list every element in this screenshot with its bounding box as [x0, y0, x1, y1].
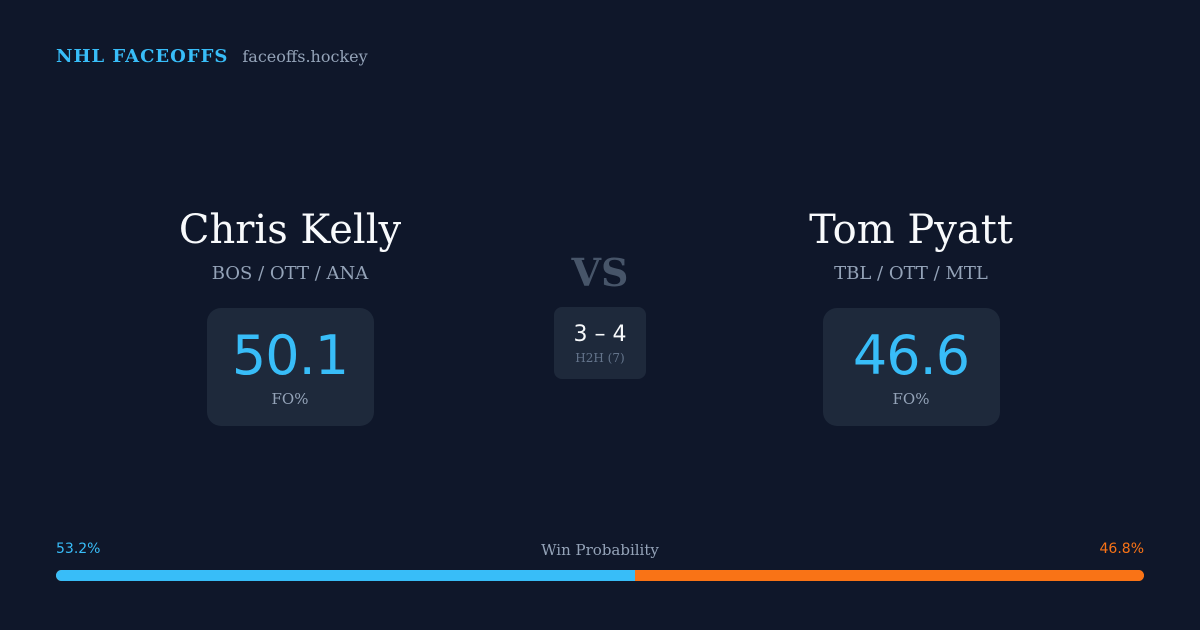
brand-header: NHL FACEOFFS faceoffs.hockey: [56, 46, 368, 67]
brand-name: NHL FACEOFFS: [56, 46, 229, 67]
player-left-fo-label: FO%: [271, 390, 309, 408]
h2h-label: H2H (7): [575, 351, 625, 365]
win-probability-left-value: 53.2%: [56, 541, 101, 557]
h2h-card: 3 – 4 H2H (7): [554, 307, 646, 379]
player-left-stat-card: 50.1 FO%: [206, 308, 374, 426]
player-right-stat-card: 46.6 FO%: [822, 308, 1000, 426]
win-probability-bar-left: [56, 570, 635, 581]
win-probability-title: Win Probability: [541, 541, 659, 559]
player-right-teams: TBL / OTT / MTL: [834, 263, 988, 284]
player-left-name: Chris Kelly: [178, 207, 402, 253]
player-right: Tom Pyatt TBL / OTT / MTL 46.6 FO%: [701, 200, 1121, 426]
h2h-score: 3 – 4: [573, 322, 627, 347]
brand-url: faceoffs.hockey: [242, 47, 368, 66]
player-left-teams: BOS / OTT / ANA: [211, 263, 369, 284]
win-probability-bar-right: [634, 570, 1144, 581]
player-right-name: Tom Pyatt: [809, 207, 1013, 253]
win-probability-right-value: 46.8%: [1099, 541, 1144, 557]
player-left-fo-value: 50.1: [231, 324, 349, 387]
vs-label: VS: [571, 250, 629, 295]
win-probability-bar: [56, 570, 1144, 581]
win-probability-labels: 53.2% Win Probability 46.8%: [56, 541, 1144, 563]
player-right-fo-value: 46.6: [852, 324, 970, 387]
player-left: Chris Kelly BOS / OTT / ANA 50.1 FO%: [80, 200, 500, 426]
player-right-fo-label: FO%: [892, 390, 930, 408]
